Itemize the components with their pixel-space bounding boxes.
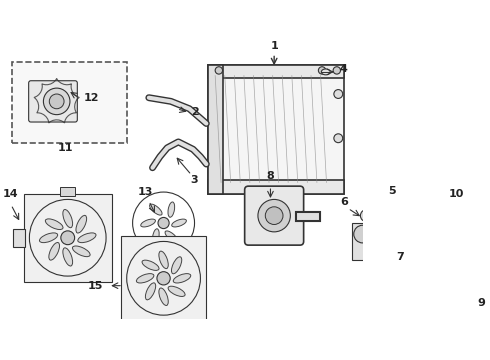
FancyBboxPatch shape (426, 246, 469, 303)
Text: 6: 6 (340, 197, 348, 207)
Ellipse shape (141, 219, 155, 227)
Ellipse shape (40, 233, 58, 243)
Circle shape (258, 199, 291, 232)
Ellipse shape (78, 233, 96, 243)
Circle shape (334, 90, 343, 98)
Ellipse shape (159, 251, 168, 269)
Bar (208, 64, 222, 194)
Circle shape (49, 94, 64, 109)
Bar (12, 62, 127, 143)
Circle shape (318, 67, 326, 74)
FancyBboxPatch shape (418, 185, 433, 202)
Ellipse shape (63, 248, 73, 266)
Text: 15: 15 (88, 281, 103, 291)
Ellipse shape (63, 210, 73, 228)
Ellipse shape (149, 204, 162, 215)
Circle shape (44, 88, 70, 114)
Text: 11: 11 (58, 143, 74, 153)
Bar (60, 187, 75, 196)
Ellipse shape (46, 219, 63, 230)
Ellipse shape (73, 246, 90, 257)
Circle shape (367, 238, 380, 252)
Bar (208, 180, 344, 194)
Bar (208, 64, 344, 78)
Circle shape (215, 67, 222, 74)
Bar (351, 223, 374, 260)
Bar (13, 229, 25, 247)
Circle shape (61, 231, 74, 245)
Ellipse shape (172, 257, 182, 274)
Ellipse shape (168, 286, 185, 297)
Text: 13: 13 (138, 187, 153, 197)
Text: 9: 9 (477, 298, 485, 308)
Ellipse shape (142, 260, 159, 270)
Text: 2: 2 (192, 107, 199, 117)
Bar (121, 235, 206, 321)
Ellipse shape (321, 69, 330, 75)
Ellipse shape (76, 215, 87, 233)
Text: 1: 1 (270, 41, 278, 51)
Ellipse shape (146, 283, 156, 300)
Text: 14: 14 (3, 189, 19, 199)
Bar (24, 194, 112, 282)
Text: 5: 5 (389, 185, 396, 195)
Circle shape (354, 225, 371, 243)
Ellipse shape (159, 288, 168, 306)
Text: 7: 7 (396, 252, 404, 262)
Circle shape (334, 134, 343, 143)
FancyBboxPatch shape (28, 81, 77, 122)
Ellipse shape (49, 243, 59, 260)
FancyBboxPatch shape (245, 186, 304, 245)
Bar (208, 64, 344, 194)
Ellipse shape (440, 290, 455, 299)
Ellipse shape (165, 231, 177, 242)
Ellipse shape (173, 274, 191, 283)
Circle shape (157, 272, 170, 285)
Circle shape (333, 67, 341, 74)
Circle shape (265, 207, 283, 225)
Text: 12: 12 (84, 93, 99, 103)
Text: 10: 10 (449, 189, 464, 198)
Circle shape (361, 210, 372, 221)
Text: 8: 8 (267, 171, 274, 181)
Text: 4: 4 (339, 64, 347, 74)
Ellipse shape (136, 274, 154, 283)
Ellipse shape (168, 202, 174, 217)
Ellipse shape (172, 219, 186, 227)
Ellipse shape (152, 229, 159, 244)
Text: 3: 3 (191, 175, 198, 185)
Circle shape (158, 217, 169, 229)
